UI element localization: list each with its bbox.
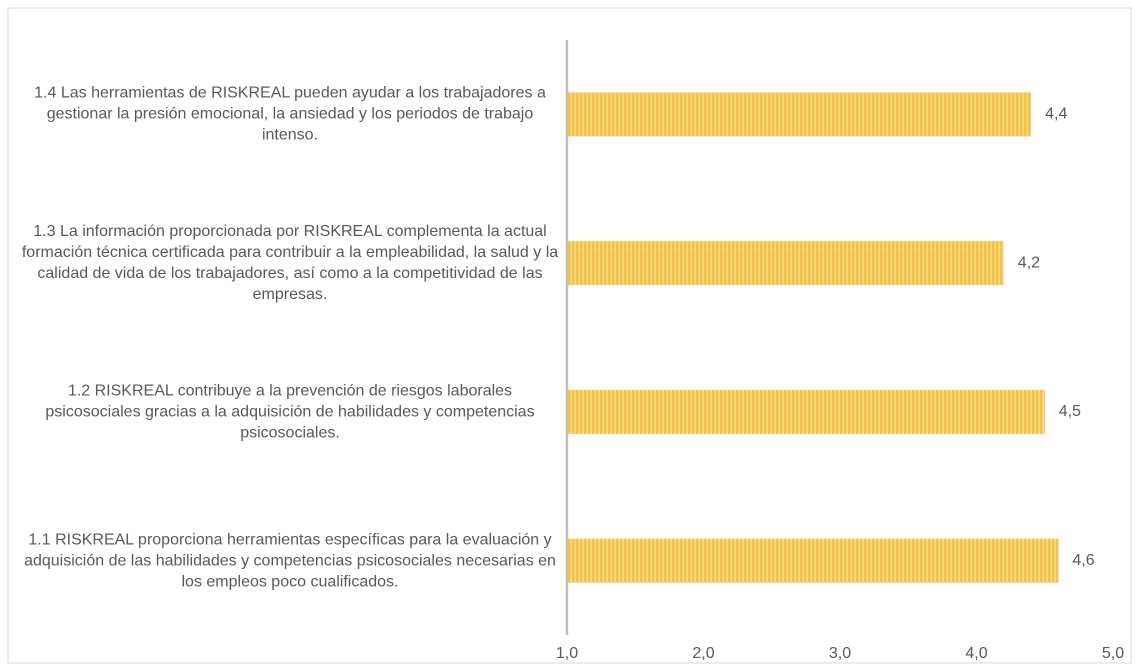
value-label: 4,5 xyxy=(1059,403,1081,420)
y-tick-label: 1.2 RISKREAL contribuye a la prevención … xyxy=(45,382,535,442)
x-tick-label: 4,0 xyxy=(965,645,987,662)
bar xyxy=(567,389,1045,434)
y-tick-label: 1.3 La información proporcionada por RIS… xyxy=(21,223,559,304)
value-label: 4,2 xyxy=(1018,254,1040,271)
bar xyxy=(567,241,1004,286)
value-label: 4,4 xyxy=(1045,106,1067,123)
x-tick-label: 2,0 xyxy=(692,645,714,662)
bar xyxy=(567,92,1032,137)
y-tick-label: 1.4 Las herramientas de RISKREAL pueden … xyxy=(34,84,546,144)
y-tick-label: 1.1 RISKREAL proporciona herramientas es… xyxy=(24,531,556,591)
value-label: 4,6 xyxy=(1072,552,1094,569)
x-tick-label: 3,0 xyxy=(829,645,851,662)
x-tick-label: 5,0 xyxy=(1102,645,1124,662)
bar xyxy=(567,538,1059,583)
frame xyxy=(7,7,1132,664)
x-tick-label: 1,0 xyxy=(556,645,578,662)
